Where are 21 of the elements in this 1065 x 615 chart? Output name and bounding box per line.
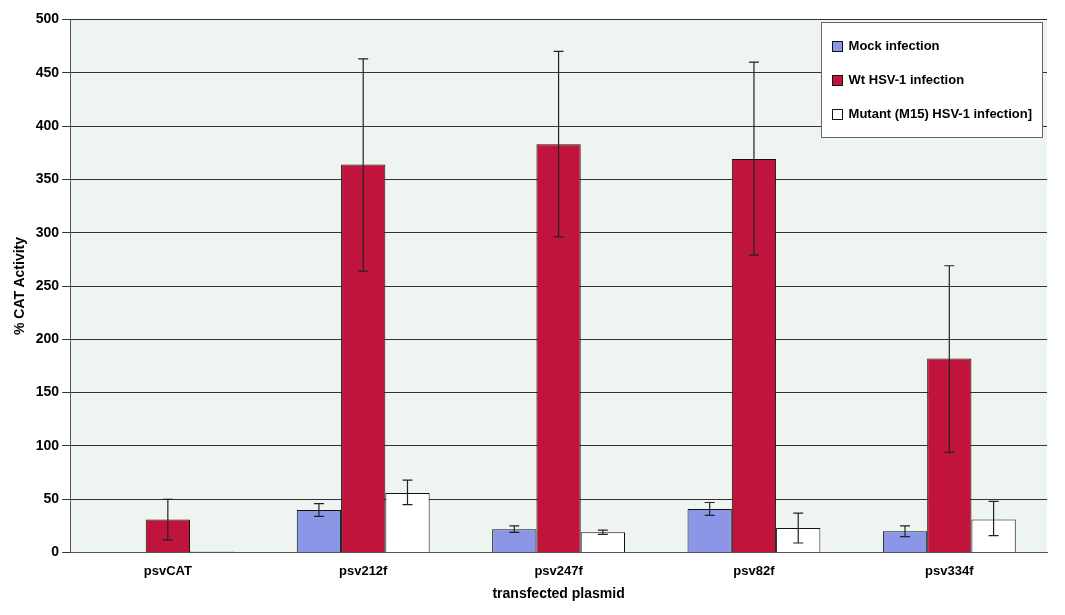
y-tick-label: 150 <box>35 383 60 400</box>
y-tick-label: 350 <box>35 170 60 187</box>
x-axis-title: transfected plasmid <box>492 585 625 602</box>
legend-label: Wt HSV-1 infection <box>848 71 965 89</box>
y-tick-label: 250 <box>35 276 60 293</box>
legend-label: Mock infection <box>848 37 940 55</box>
y-tick-label: 200 <box>35 330 60 347</box>
y-tick-label: 50 <box>43 490 60 507</box>
x-tick-label: psv247f <box>534 562 584 578</box>
y-tick-label: 400 <box>35 116 60 133</box>
x-tick-label: psvCAT <box>143 562 192 578</box>
y-axis-title: % CAT Activity <box>11 236 28 336</box>
legend-label: Mutant (M15) HSV-1 infection] <box>848 105 1032 123</box>
y-tick-label: 500 <box>35 10 60 27</box>
y-tick-label: 300 <box>35 223 60 240</box>
x-tick-label: psv334f <box>925 562 975 578</box>
x-tick-label: psv212f <box>339 562 389 578</box>
y-tick-label: 0 <box>51 543 60 560</box>
y-tick-label: 450 <box>35 63 60 80</box>
x-tick-label: psv82f <box>733 562 776 578</box>
y-tick-label: 100 <box>35 436 60 453</box>
